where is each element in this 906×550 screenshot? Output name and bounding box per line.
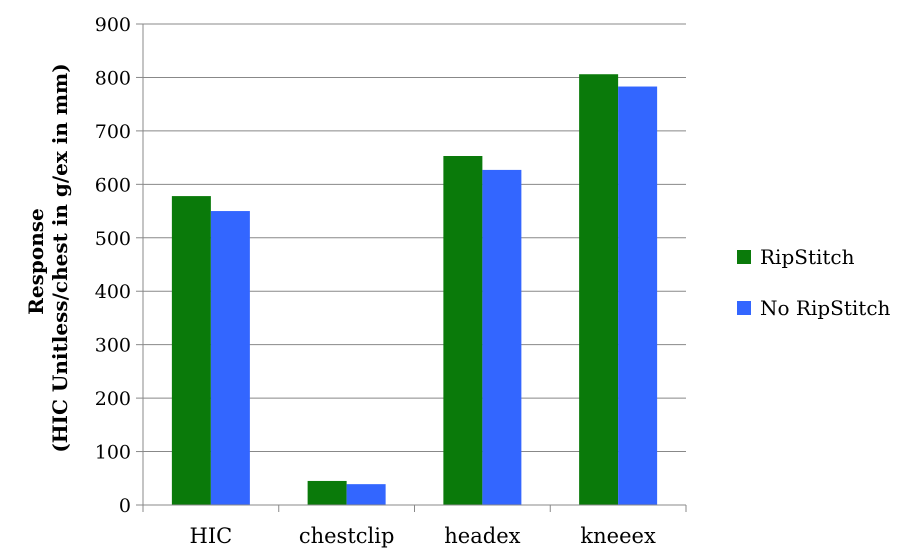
bar-ripstitch-kneeex [579,74,619,505]
bar-ripstitch-hic [171,196,211,505]
y-axis-title-line2: (HIC Unitless/chest in g/ex in mm) [48,63,72,452]
bar-ripstitch-chestclip [307,480,347,505]
bars [171,74,658,506]
y-axis-title-line1: Response [24,208,48,314]
bar-no-ripstitch-kneeex [618,86,658,505]
bar-no-ripstitch-hic [210,211,250,506]
y-tick-label: 500 [95,228,131,250]
y-tick-label: 700 [95,121,131,143]
x-tick-label: chestclip [299,524,395,548]
bar-no-ripstitch-headex [482,169,522,506]
bar-ripstitch-headex [443,156,483,505]
y-tick-label: 900 [95,14,131,36]
legend-label-no-ripstitch: No RipStitch [760,296,891,320]
x-tick-label: headex [444,524,520,548]
legend-swatch-no-ripstitch [737,301,751,315]
x-tick-label: HIC [190,524,233,548]
y-tick-label: 400 [95,281,131,303]
legend-swatch-ripstitch [737,250,751,264]
x-axis: HIC chestclip headex kneeex [142,504,687,548]
x-tick-label: kneeex [580,524,656,548]
y-tick-label: 300 [95,335,131,357]
y-axis: 0 100 200 300 400 500 600 700 800 900 [95,14,144,517]
legend-label-ripstitch: RipStitch [760,245,855,269]
y-tick-label: 800 [95,67,131,89]
bar-no-ripstitch-chestclip [346,484,386,505]
legend: RipStitch No RipStitch [737,245,891,320]
y-axis-title: Response (HIC Unitless/chest in g/ex in … [24,63,72,452]
y-tick-label: 200 [95,388,131,410]
y-tick-label: 100 [95,442,131,464]
y-tick-label: 0 [119,495,131,517]
y-tick-label: 600 [95,174,131,196]
